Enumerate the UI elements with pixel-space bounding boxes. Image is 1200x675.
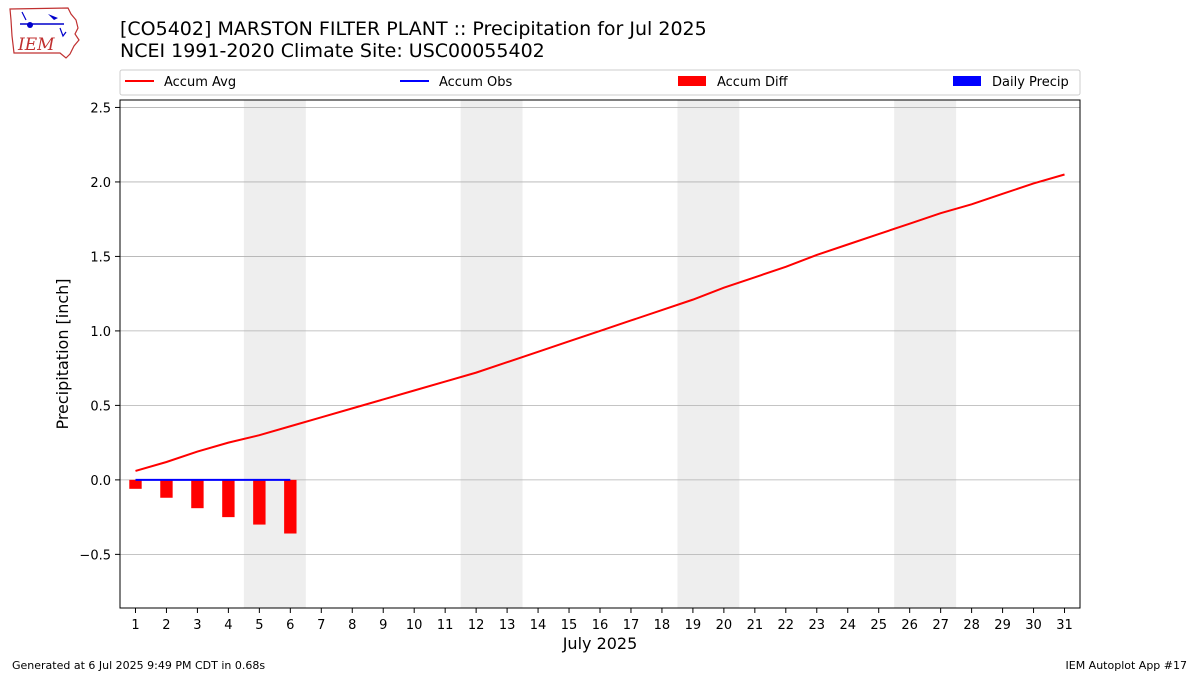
x-tick-label: 5	[255, 618, 263, 633]
footer-app: IEM Autoplot App #17	[1065, 659, 1188, 672]
x-tick-label: 27	[932, 618, 949, 633]
accum-diff-bar	[222, 479, 235, 518]
x-tick-label: 9	[379, 618, 387, 633]
legend-label: Accum Obs	[439, 75, 512, 90]
y-tick-label: 2.5	[90, 101, 111, 116]
x-tick-label: 3	[193, 618, 201, 633]
legend-swatch	[953, 76, 981, 86]
x-tick-label: 1	[131, 618, 139, 633]
page-subtitle: NCEI 1991-2020 Climate Site: USC00055402	[120, 40, 545, 62]
x-tick-label: 30	[1025, 618, 1042, 633]
x-tick-label: 14	[530, 618, 547, 633]
x-tick-label: 19	[685, 618, 702, 633]
x-tick-label: 24	[839, 618, 856, 633]
x-tick-label: 16	[592, 618, 609, 633]
x-tick-label: 7	[317, 618, 325, 633]
y-tick-label: 0.5	[90, 399, 111, 414]
footer-generated: Generated at 6 Jul 2025 9:49 PM CDT in 0…	[12, 659, 266, 672]
y-tick-label: −0.5	[79, 548, 111, 563]
x-tick-label: 23	[809, 618, 826, 633]
y-tick-label: 2.0	[90, 176, 111, 191]
weekend-shading	[894, 100, 957, 608]
accum-diff-bar	[284, 479, 297, 534]
legend-label: Accum Diff	[717, 75, 789, 90]
y-axis-label: Precipitation [inch]	[53, 278, 72, 429]
accum-diff-bar	[191, 479, 204, 509]
x-tick-label: 10	[406, 618, 423, 633]
y-tick-label: 1.5	[90, 250, 111, 265]
legend-label: Accum Avg	[164, 75, 236, 90]
x-tick-label: 2	[162, 618, 170, 633]
x-tick-label: 26	[901, 618, 918, 633]
x-tick-label: 31	[1056, 618, 1073, 633]
x-tick-label: 25	[870, 618, 887, 633]
x-tick-label: 18	[654, 618, 671, 633]
x-tick-label: 8	[348, 618, 356, 633]
x-tick-label: 29	[994, 618, 1011, 633]
x-tick-label: 21	[747, 618, 764, 633]
accum-diff-bar	[129, 479, 142, 489]
legend-box	[119, 69, 1081, 96]
weekend-shading	[460, 100, 523, 608]
x-tick-label: 13	[499, 618, 516, 633]
accum-avg-line	[135, 173, 1065, 472]
x-tick-label: 17	[623, 618, 640, 633]
iowa-map-weather-logo-icon: IEM	[9, 7, 80, 59]
accum-diff-bar	[253, 479, 266, 525]
x-tick-label: 15	[561, 618, 578, 633]
accum-diff-bar	[160, 479, 173, 498]
legend-label: Daily Precip	[992, 75, 1069, 90]
iem-logo: IEM	[8, 6, 82, 64]
legend-swatch	[678, 76, 706, 86]
x-tick-label: 22	[778, 618, 795, 633]
y-tick-label: 0.0	[90, 474, 111, 489]
page-title: [CO5402] MARSTON FILTER PLANT :: Precipi…	[120, 18, 707, 40]
logo-text: IEM	[17, 35, 55, 55]
x-tick-label: 20	[716, 618, 733, 633]
weekend-shading	[677, 100, 740, 608]
x-tick-label: 6	[286, 618, 294, 633]
x-axis-label: July 2025	[562, 634, 638, 653]
weekend-shading	[243, 100, 306, 608]
x-tick-label: 11	[437, 618, 454, 633]
x-tick-label: 28	[963, 618, 980, 633]
x-tick-label: 4	[224, 618, 232, 633]
y-tick-label: 1.0	[90, 325, 111, 340]
x-tick-label: 12	[468, 618, 485, 633]
